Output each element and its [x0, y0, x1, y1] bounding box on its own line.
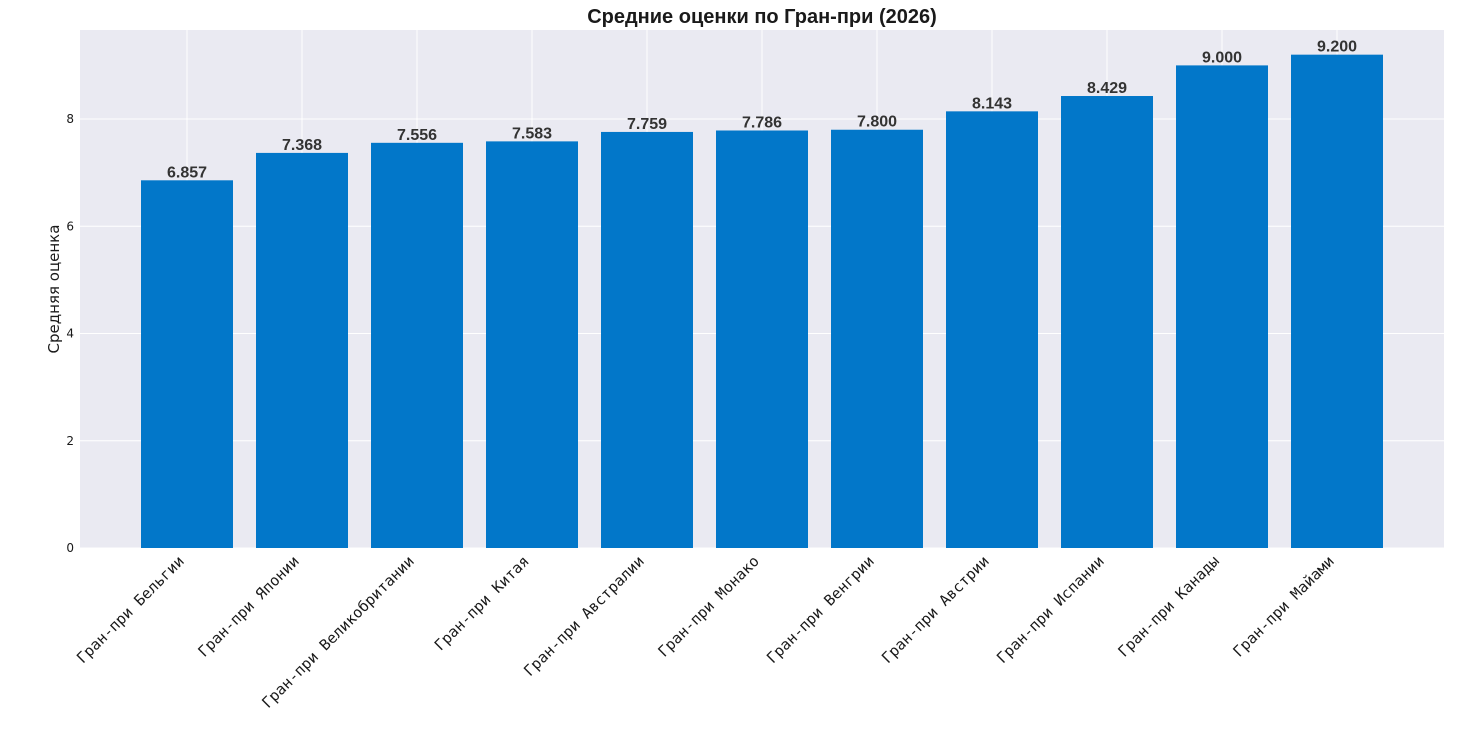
x-tick-label: Гран-при Австрии: [878, 552, 993, 667]
bar: [256, 152, 348, 548]
bar-value-label: 7.556: [397, 127, 437, 144]
x-tick-label: Гран-при Бельгии: [73, 552, 188, 667]
bar-value-label: 9.000: [1202, 49, 1242, 66]
bar-value-label: 9.200: [1317, 39, 1357, 56]
value-labels: 6.857 7.368 7.556 7.583 7.759 7.786 7.800 8.143…: [167, 39, 1357, 182]
bars: [141, 54, 1383, 549]
x-tick-label: Гран-при Канады: [1114, 552, 1223, 661]
chart-title: Средние оценки по Гран-при (2026): [587, 6, 937, 28]
bar: [601, 131, 693, 548]
bar: [141, 180, 233, 549]
bar-value-label: 7.800: [857, 114, 897, 131]
x-axis-ticks: Гран-при Бельгии Гран-при Японии Гран-при …: [73, 552, 1338, 712]
bar-value-label: 8.143: [972, 95, 1012, 112]
x-tick-label: Гран-при Майами: [1229, 552, 1338, 661]
x-tick-label: Гран-при Испании: [993, 552, 1108, 667]
bar-value-label: 6.857: [167, 164, 207, 181]
x-tick-label: Гран-при Японии: [194, 552, 303, 661]
bar: [1291, 54, 1383, 549]
bar: [486, 141, 578, 548]
y-tick-label: 8: [66, 112, 74, 126]
bar-value-label: 7.759: [627, 116, 667, 133]
bar-value-label: 8.429: [1087, 80, 1127, 97]
bar: [371, 142, 463, 548]
bar: [831, 129, 923, 548]
x-tick-label: Гран-при Китая: [431, 552, 533, 654]
y-tick-label: 0: [66, 541, 74, 555]
y-tick-label: 4: [66, 327, 74, 341]
bar-value-label: 7.786: [742, 114, 782, 131]
y-tick-label: 2: [66, 434, 74, 448]
y-axis-label: Средняя оценка: [45, 225, 63, 354]
bar-value-label: 7.368: [282, 137, 322, 154]
bar: [1176, 65, 1268, 549]
y-tick-label: 6: [66, 219, 74, 233]
bar-value-label: 7.583: [512, 125, 552, 142]
x-tick-label: Гран-при Венгрии: [763, 552, 878, 667]
bar: [716, 130, 808, 548]
y-axis-ticks: 0 2 4 6 8: [66, 112, 74, 555]
bar: [1061, 96, 1153, 549]
x-tick-label: Гран-при Монако: [654, 552, 763, 661]
bar: [946, 111, 1038, 548]
x-tick-label: Гран-при Австралии: [520, 552, 648, 680]
